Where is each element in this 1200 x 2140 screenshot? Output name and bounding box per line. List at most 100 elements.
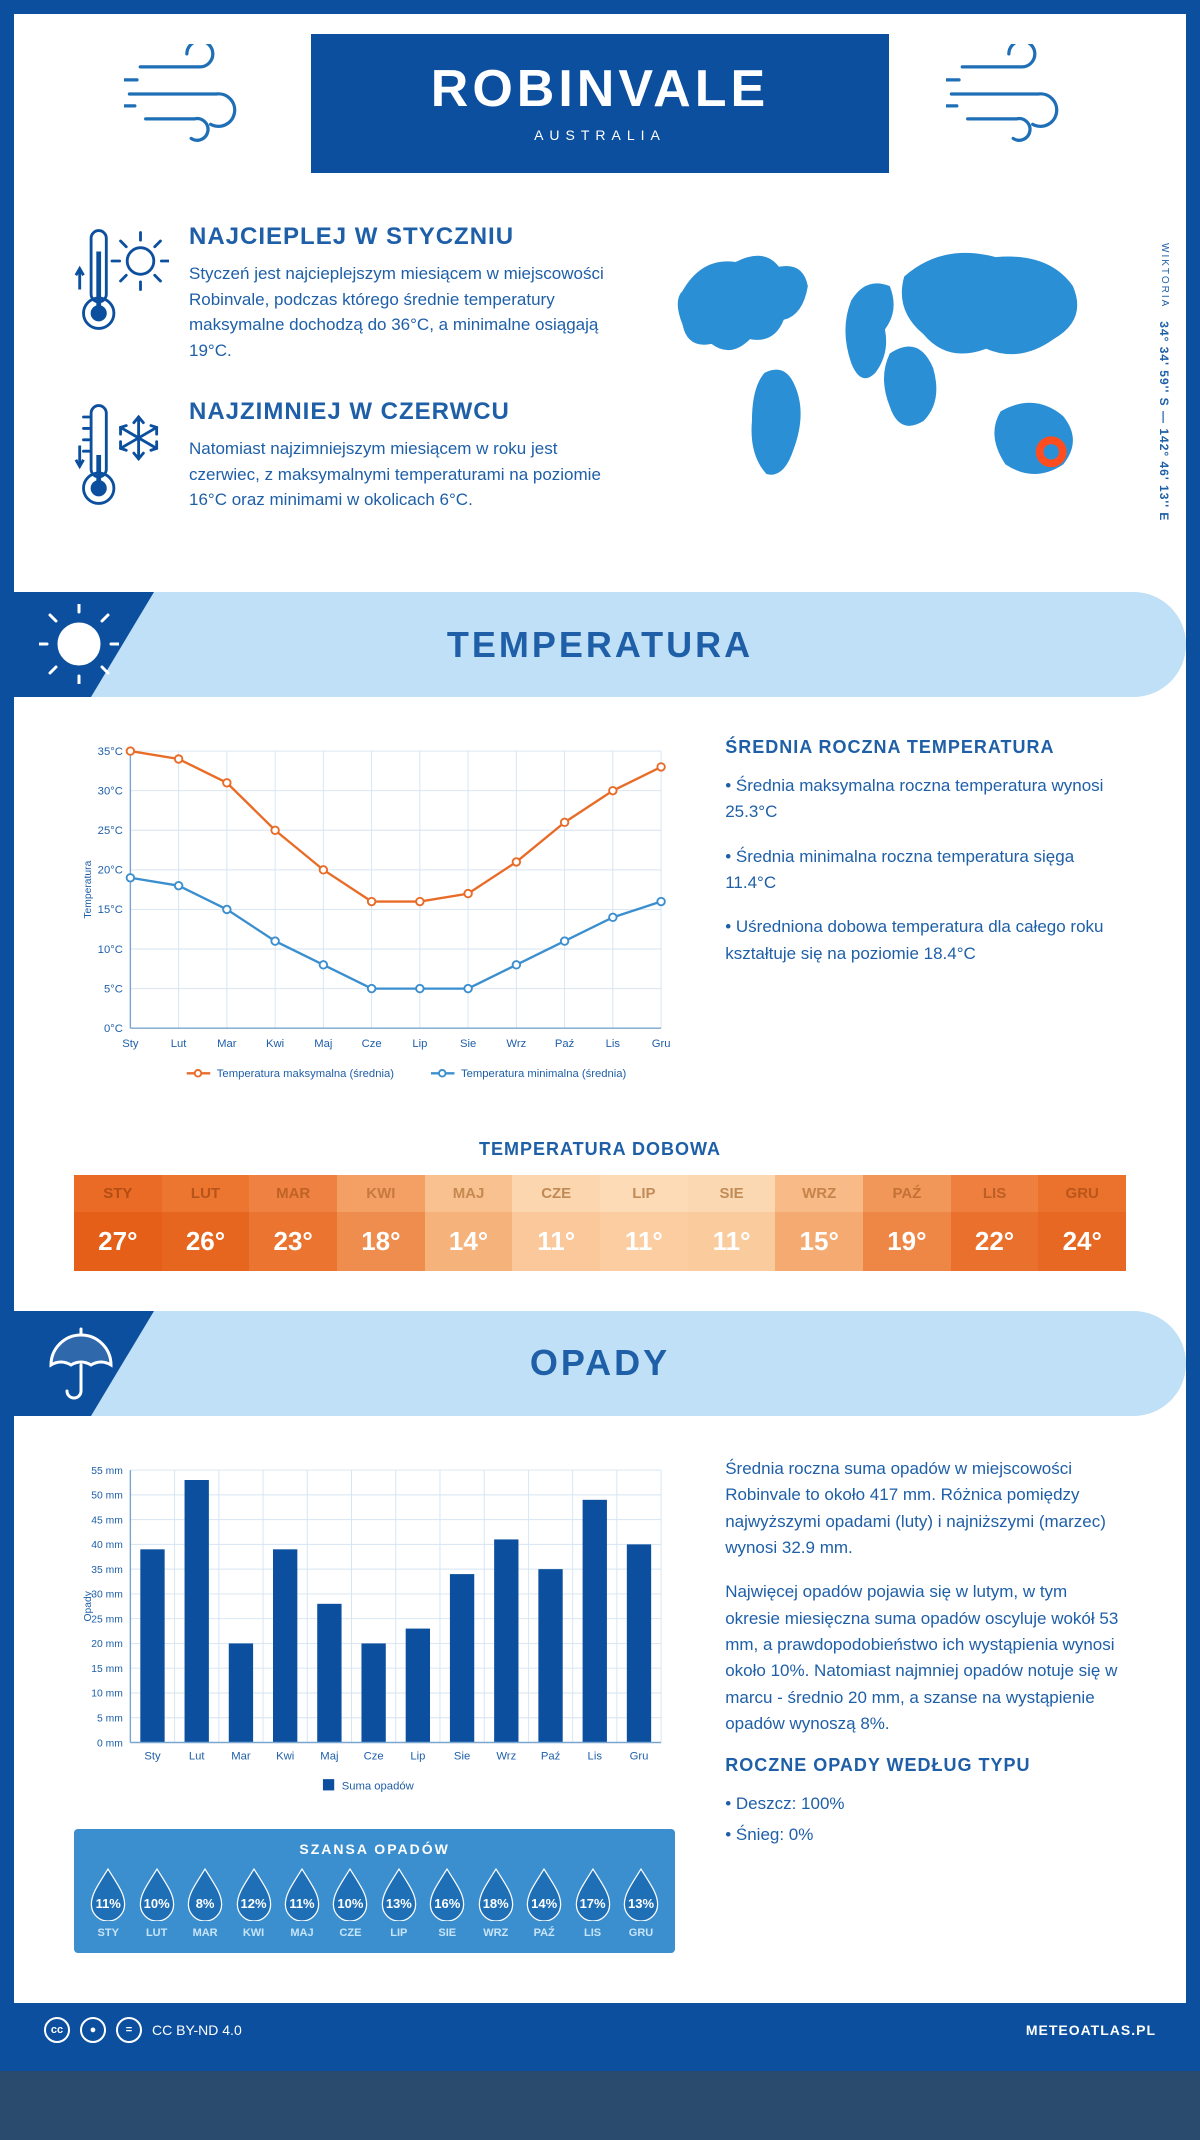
svg-text:Gru: Gru	[630, 1750, 649, 1762]
svg-text:Sie: Sie	[454, 1750, 470, 1762]
svg-text:Temperatura minimalna (średnia: Temperatura minimalna (średnia)	[461, 1068, 627, 1080]
temperature-summary: ŚREDNIA ROCZNA TEMPERATURA • Średnia mak…	[725, 737, 1126, 985]
chance-drop: 17%LIS	[568, 1867, 616, 1939]
license-badge: cc ● = CC BY-ND 4.0	[44, 2017, 242, 2043]
cc-icon: cc	[44, 2017, 70, 2043]
chance-drop: 8%MAR	[181, 1867, 229, 1939]
svg-text:55 mm: 55 mm	[91, 1466, 123, 1477]
svg-text:Lis: Lis	[606, 1038, 621, 1050]
daily-temp-value-cell: 15°	[775, 1212, 863, 1271]
summary-bullet: • Średnia maksymalna roczna temperatura …	[725, 773, 1126, 826]
svg-text:Lip: Lip	[410, 1750, 425, 1762]
daily-temp-heading: TEMPERATURA DOBOWA	[74, 1139, 1126, 1160]
daily-temp-header-cell: LIS	[951, 1175, 1039, 1212]
temperature-line-chart: 0°C5°C10°C15°C20°C25°C30°C35°CStyLutMarK…	[74, 737, 675, 1099]
fact-heading: NAJCIEPLEJ W STYCZNIU	[189, 223, 604, 251]
svg-text:25°C: 25°C	[98, 825, 123, 837]
svg-text:20 mm: 20 mm	[91, 1639, 123, 1650]
svg-text:Temperatura maksymalna (średni: Temperatura maksymalna (średnia)	[217, 1068, 394, 1080]
svg-text:25 mm: 25 mm	[91, 1614, 123, 1625]
svg-text:Sty: Sty	[144, 1750, 161, 1762]
chance-drop: 10%CZE	[326, 1867, 374, 1939]
svg-text:45 mm: 45 mm	[91, 1515, 123, 1526]
svg-text:Mar: Mar	[217, 1038, 237, 1050]
chance-drop: 13%GRU	[617, 1867, 665, 1939]
svg-text:Wrz: Wrz	[506, 1038, 526, 1050]
svg-text:Wrz: Wrz	[496, 1750, 516, 1762]
svg-text:Maj: Maj	[320, 1750, 338, 1762]
coordinates: WIKTORIA 34° 34' 59'' S — 142° 46' 13'' …	[1157, 243, 1171, 521]
chance-heading: SZANSA OPADÓW	[84, 1841, 665, 1857]
section-banner-temperature: TEMPERATURA	[14, 592, 1186, 697]
daily-temp-value-cell: 19°	[863, 1212, 951, 1271]
daily-temp-value-cell: 26°	[162, 1212, 250, 1271]
chance-drop: 11%STY	[84, 1867, 132, 1939]
summary-heading: ŚREDNIA ROCZNA TEMPERATURA	[725, 737, 1126, 758]
daily-temp-header-cell: LIP	[600, 1175, 688, 1212]
svg-text:Temperatura: Temperatura	[83, 860, 94, 918]
precip-text: Średnia roczna suma opadów w miejscowośc…	[725, 1456, 1126, 1561]
daily-temp-value-cell: 24°	[1038, 1212, 1126, 1271]
daily-temp-value-cell: 23°	[249, 1212, 337, 1271]
svg-text:Gru: Gru	[652, 1038, 671, 1050]
svg-text:5 mm: 5 mm	[97, 1713, 123, 1724]
daily-temp-table-values: 27°26°23°18°14°11°11°11°15°19°22°24°	[74, 1212, 1126, 1271]
sun-icon	[39, 604, 119, 684]
fact-heading: NAJZIMNIEJ W CZERWCU	[189, 398, 604, 426]
svg-text:Sie: Sie	[460, 1038, 476, 1050]
svg-text:Kwi: Kwi	[276, 1750, 294, 1762]
section-title: OPADY	[14, 1342, 1186, 1384]
header: ROBINVALE AUSTRALIA	[74, 14, 1126, 173]
daily-temp-value-cell: 11°	[688, 1212, 776, 1271]
svg-text:Opady: Opady	[83, 1590, 94, 1621]
daily-temp-header-cell: MAJ	[425, 1175, 513, 1212]
chance-drop: 16%SIE	[423, 1867, 471, 1939]
svg-text:10°C: 10°C	[98, 944, 123, 956]
fact-coldest: NAJZIMNIEJ W CZERWCU Natomiast najzimnie…	[74, 398, 604, 517]
precip-chance-panel: SZANSA OPADÓW 11%STY10%LUT8%MAR12%KWI11%…	[74, 1829, 675, 1953]
svg-text:Paź: Paź	[541, 1750, 561, 1762]
svg-text:35°C: 35°C	[98, 746, 123, 758]
svg-text:Suma opadów: Suma opadów	[342, 1780, 415, 1792]
daily-temp-header-cell: SIE	[688, 1175, 776, 1212]
svg-text:10 mm: 10 mm	[91, 1689, 123, 1700]
wind-icon	[124, 44, 254, 144]
chance-drop: 10%LUT	[132, 1867, 180, 1939]
daily-temp-header-cell: CZE	[512, 1175, 600, 1212]
precip-type-bullet: • Deszcz: 100%	[725, 1791, 1126, 1817]
svg-text:Lip: Lip	[412, 1038, 427, 1050]
svg-text:Cze: Cze	[364, 1750, 384, 1762]
summary-bullet: • Średnia minimalna roczna temperatura s…	[725, 844, 1126, 897]
daily-temp-value-cell: 27°	[74, 1212, 162, 1271]
by-icon: ●	[80, 2017, 106, 2043]
daily-temp-value-cell: 11°	[512, 1212, 600, 1271]
svg-text:Cze: Cze	[362, 1038, 382, 1050]
svg-text:30 mm: 30 mm	[91, 1590, 123, 1601]
fact-body: Natomiast najzimniejszym miesiącem w rok…	[189, 436, 604, 513]
title-banner: ROBINVALE AUSTRALIA	[311, 34, 889, 173]
umbrella-icon	[39, 1323, 119, 1403]
svg-text:15 mm: 15 mm	[91, 1664, 123, 1675]
fact-body: Styczeń jest najcieplejszym miesiącem w …	[189, 261, 604, 363]
summary-bullet: • Uśredniona dobowa temperatura dla całe…	[725, 914, 1126, 967]
precip-type-bullet: • Śnieg: 0%	[725, 1822, 1126, 1848]
daily-temp-value-cell: 22°	[951, 1212, 1039, 1271]
brand-label: METEOATLAS.PL	[1026, 2022, 1156, 2038]
daily-temp-header-cell: STY	[74, 1175, 162, 1212]
daily-temp-header-cell: WRZ	[775, 1175, 863, 1212]
page-subtitle: AUSTRALIA	[431, 127, 769, 143]
wind-icon	[946, 44, 1076, 144]
license-text: CC BY-ND 4.0	[152, 2022, 242, 2038]
precip-summary: Średnia roczna suma opadów w miejscowośc…	[725, 1456, 1126, 1866]
chance-drop: 14%PAŹ	[520, 1867, 568, 1939]
svg-text:Maj: Maj	[314, 1038, 332, 1050]
daily-temp-header-cell: GRU	[1038, 1175, 1126, 1212]
page-title: ROBINVALE	[431, 60, 769, 118]
svg-text:0°C: 0°C	[104, 1023, 123, 1035]
nd-icon: =	[116, 2017, 142, 2043]
chance-drop: 13%LIP	[375, 1867, 423, 1939]
thermometer-sun-icon	[74, 223, 169, 363]
svg-text:20°C: 20°C	[98, 865, 123, 877]
coords-value: 34° 34' 59'' S — 142° 46' 13'' E	[1157, 321, 1171, 521]
svg-text:30°C: 30°C	[98, 785, 123, 797]
